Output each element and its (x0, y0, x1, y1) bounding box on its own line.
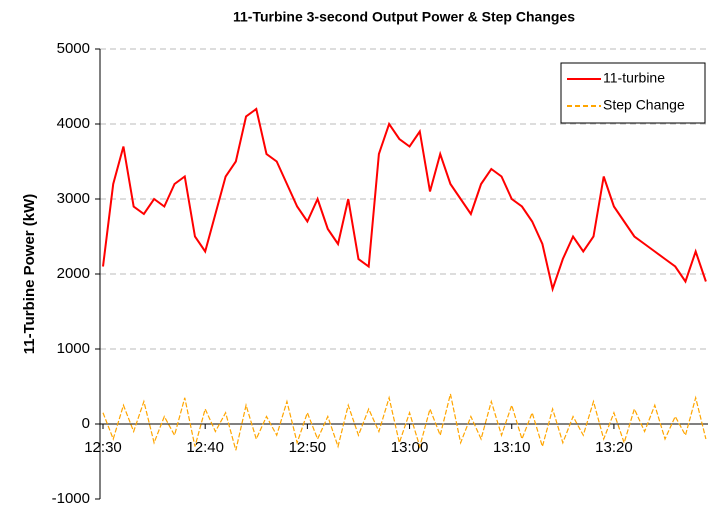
y-tick-label: 1000 (57, 340, 90, 357)
x-tick-label: 13:10 (493, 439, 531, 456)
y-tick-label: 2000 (57, 265, 90, 282)
legend-label: Step Change (603, 97, 685, 113)
legend-label: 11-turbine (603, 70, 665, 86)
x-tick-label: 12:40 (186, 439, 224, 456)
y-tick-label: -1000 (52, 490, 90, 507)
y-tick-label: 0 (82, 415, 90, 432)
y-tick-label: 5000 (57, 40, 90, 57)
chart-title: 11-Turbine 3-second Output Power & Step … (233, 9, 575, 25)
y-tick-label: 3000 (57, 190, 90, 207)
x-tick-label: 13:00 (391, 439, 429, 456)
y-tick-label: 4000 (57, 115, 90, 132)
x-tick-label: 12:30 (84, 439, 122, 456)
x-tick-label: 12:50 (289, 439, 327, 456)
y-axis-label: 11-Turbine Power (kW) (21, 194, 38, 355)
legend-box (560, 62, 706, 124)
line-series (102, 393, 707, 451)
x-tick-label: 13:20 (595, 439, 633, 456)
line-series (102, 107, 707, 293)
